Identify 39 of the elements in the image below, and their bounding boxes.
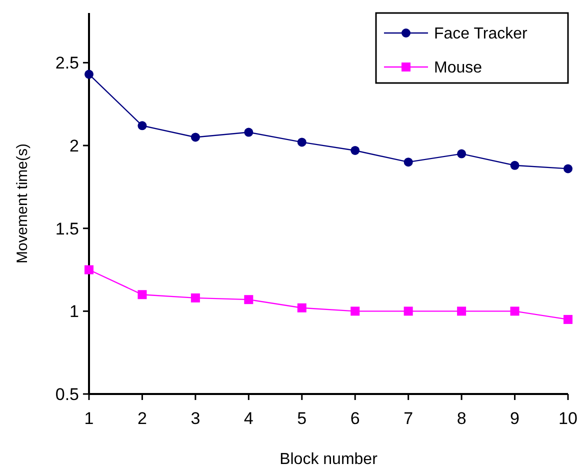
x-tick-label: 6	[350, 409, 360, 428]
legend-label: Face Tracker	[434, 26, 528, 43]
point	[244, 128, 254, 137]
x-tick-label: 8	[456, 409, 466, 428]
x-axis-title: Block number	[280, 451, 378, 468]
point	[564, 314, 572, 324]
point	[510, 160, 520, 170]
y-tick-label: 1.5	[55, 219, 79, 238]
point	[404, 306, 413, 316]
y-tick-label: 2.5	[55, 54, 79, 73]
point	[510, 306, 520, 316]
point	[564, 164, 572, 174]
point	[457, 306, 466, 316]
x-tick-label: 1	[84, 409, 94, 428]
point	[244, 295, 254, 304]
x-tick-label: 9	[510, 409, 520, 428]
point	[190, 293, 200, 302]
point	[297, 303, 306, 312]
x-tick-label: 4	[244, 409, 254, 428]
legend-label: Mouse	[434, 60, 482, 77]
y-tick-label: 1	[70, 302, 79, 322]
y-axis-title: Movement time(s)	[14, 143, 31, 264]
point	[297, 138, 306, 147]
x-tick-label: 10	[558, 409, 578, 428]
point	[84, 265, 94, 274]
point	[404, 158, 413, 167]
point	[350, 146, 360, 155]
point	[138, 290, 147, 300]
point	[190, 132, 200, 142]
point	[84, 70, 94, 79]
x-tick-label: 5	[297, 409, 307, 428]
point	[138, 121, 147, 130]
point	[457, 149, 466, 158]
y-tick-label: 2	[70, 136, 79, 156]
x-tick-label: 3	[190, 409, 200, 428]
y-tick-label: 0.5	[55, 384, 79, 404]
x-tick-label: 2	[137, 409, 147, 428]
x-tick-label: 7	[404, 409, 414, 428]
point	[350, 306, 360, 316]
